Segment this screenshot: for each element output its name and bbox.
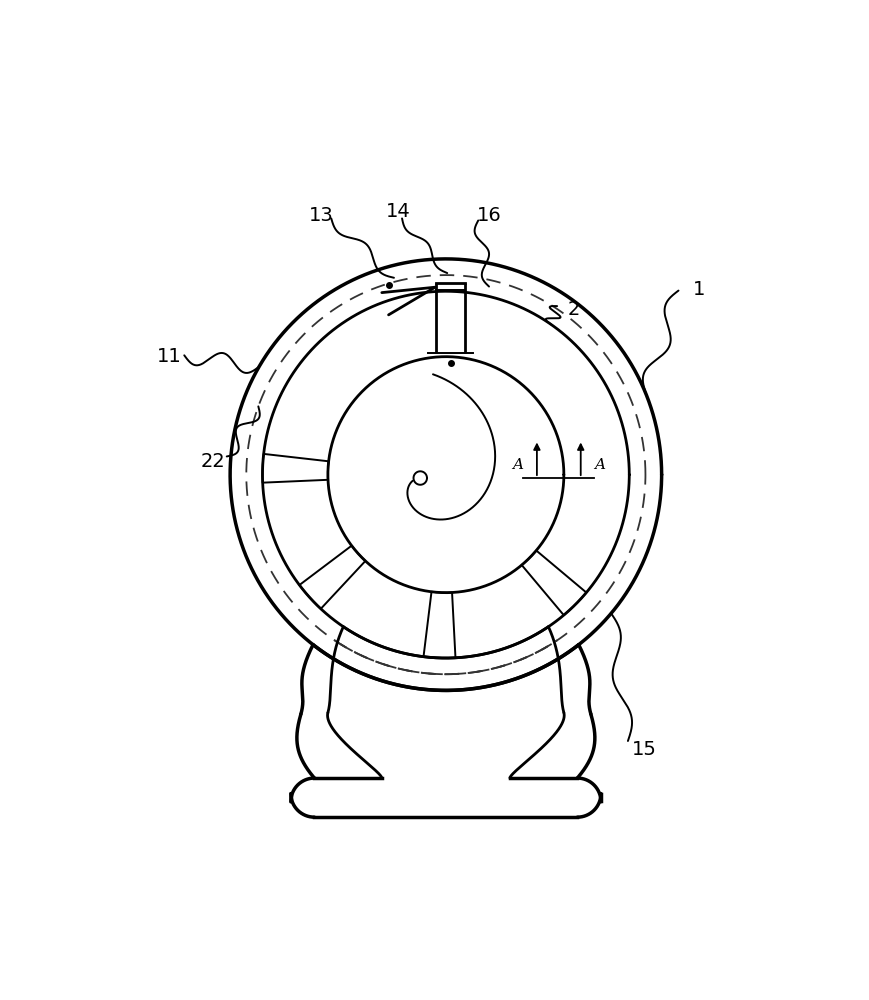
- Text: 22: 22: [201, 452, 225, 471]
- Text: 15: 15: [632, 740, 656, 759]
- Text: 11: 11: [157, 347, 182, 366]
- Text: 2: 2: [567, 300, 580, 319]
- Text: 13: 13: [308, 206, 333, 225]
- Text: 16: 16: [477, 206, 501, 225]
- Text: A: A: [594, 458, 605, 472]
- Text: 14: 14: [386, 202, 410, 221]
- Text: A: A: [512, 458, 523, 472]
- Text: 1: 1: [692, 280, 704, 299]
